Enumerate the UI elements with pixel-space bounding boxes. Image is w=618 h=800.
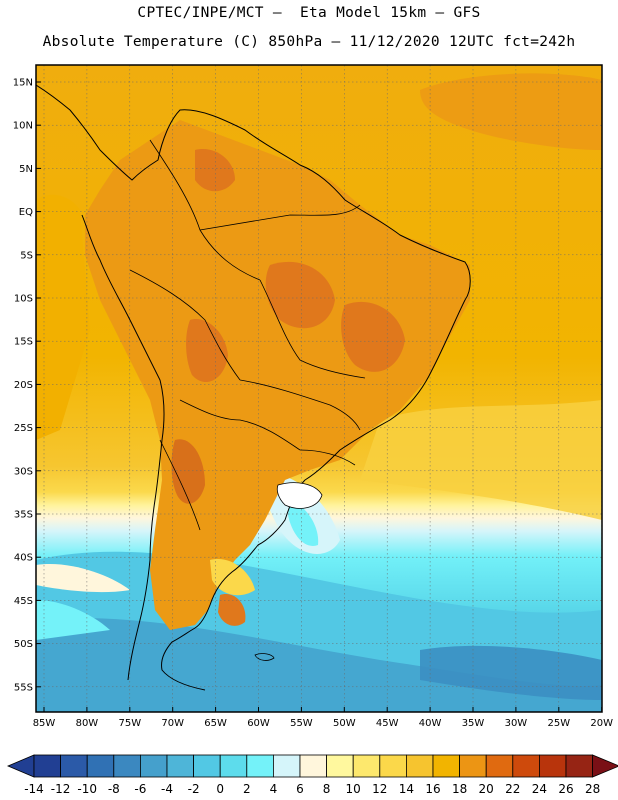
country-borders [129,139,366,531]
colorbar-tick-label: 10 [346,782,361,796]
chart-title-line1: CPTEC/INPE/MCT – Eta Model 15km – GFS [137,5,481,21]
colorbar-tick-label: -2 [188,782,200,796]
colorbar-segment [405,754,434,778]
colorbar-segment [512,754,540,778]
temperature-field [36,65,602,712]
colorbar-tick-label: 26 [558,782,573,796]
colorbar-tick-label: 14 [399,782,414,796]
lon-label: 30W [505,718,528,729]
colorbar-segment [539,754,567,778]
lat-label: 40S [14,553,33,564]
lat-label: 45S [14,596,33,607]
colorbar-segment [272,754,301,778]
lon-label: 65W [204,718,227,729]
lon-label: 45W [376,718,399,729]
colorbar-tick-label: 24 [532,782,547,796]
colorbar-segment [139,754,168,778]
colorbar-segment [113,754,141,778]
colorbar-tick-label: 18 [452,782,467,796]
colorbar-tick-label: -6 [134,782,146,796]
lat-label: 50S [14,639,33,650]
colorbar-segment [193,754,221,778]
lon-label: 75W [118,718,141,729]
coastline [36,84,471,691]
lon-label: 35W [462,718,485,729]
lat-label: 35S [14,510,33,521]
latitude-axis: 15N 10N 5N EQ 5S 10S 15S 20S 25S 30S 35S 40S 45S 50S 5… [13,78,41,693]
colorbar-segment [565,754,594,778]
colorbar-arrow-right [592,754,618,778]
lon-label: 70W [161,718,184,729]
lon-label: 40W [419,718,442,729]
lat-label: 15N [13,78,33,89]
colorbar-tick-label: 2 [243,782,251,796]
colorbar-tick-label: 8 [323,782,331,796]
lon-label: 85W [33,718,56,729]
colorbar-segment [246,754,274,778]
colorbar-tick-label: -8 [108,782,120,796]
lon-label: 50W [333,718,356,729]
lat-label: EQ [19,207,33,218]
colorbar-segment [352,754,381,778]
colorbar-tick-label: 6 [296,782,304,796]
lon-label: 60W [247,718,270,729]
colorbar-tick-label: 16 [425,782,440,796]
lon-label: 55W [290,718,313,729]
colorbar-tick-label: 28 [585,782,600,796]
colorbar [6,754,618,778]
colorbar-segment [459,754,487,778]
falkland-islands [254,653,275,661]
colorbar-segment [60,754,88,778]
colorbar-segment [326,754,354,778]
lat-label: 5S [20,250,33,261]
lat-label: 10S [14,294,33,305]
colorbar-tick-label: 0 [216,782,224,796]
lat-label: 20S [14,380,33,391]
colorbar-segment [86,754,115,778]
colorbar-segment [432,754,461,778]
colorbar-tick-label: 4 [270,782,278,796]
lon-label: 25W [547,718,570,729]
lat-label: 55S [14,682,33,693]
lat-label: 25S [14,423,33,434]
longitude-axis: 85W 80W 75W 70W 65W 60W 55W 50W 45W 40W 35W 30W 25W 2… [33,707,613,729]
rio-de-la-plata [276,482,323,509]
chart-title-line2: Absolute Temperature (C) 850hPa – 11/12/… [42,34,576,50]
lat-label: 10N [13,121,33,132]
colorbar-segment [33,754,62,778]
lat-label: 15S [14,337,33,348]
lon-label: 80W [76,718,99,729]
colorbar-tick-label: -4 [161,782,173,796]
lat-label: 5N [19,164,33,175]
colorbar-tick-label: -14 [24,782,44,796]
colorbar-segment [219,754,248,778]
lon-label: 20W [590,718,613,729]
colorbar-segment [485,754,514,778]
colorbar-tick-label: 12 [372,782,387,796]
colorbar-tick-label: 22 [505,782,520,796]
colorbar-segment [166,754,195,778]
colorbar-tick-label: 20 [479,782,494,796]
colorbar-labels: -14 -12 -10 -8 -6 -4 -2 0 2 4 6 8 10 12 14 16 18 20 22 24 26… [24,782,600,796]
colorbar-tick-label: -10 [77,782,97,796]
colorbar-segment [299,754,328,778]
map-frame [35,64,603,713]
colorbar-arrow-left [6,754,35,778]
colorbar-tick-label: -12 [51,782,71,796]
lat-label: 30S [14,466,33,477]
colorbar-segment [379,754,407,778]
